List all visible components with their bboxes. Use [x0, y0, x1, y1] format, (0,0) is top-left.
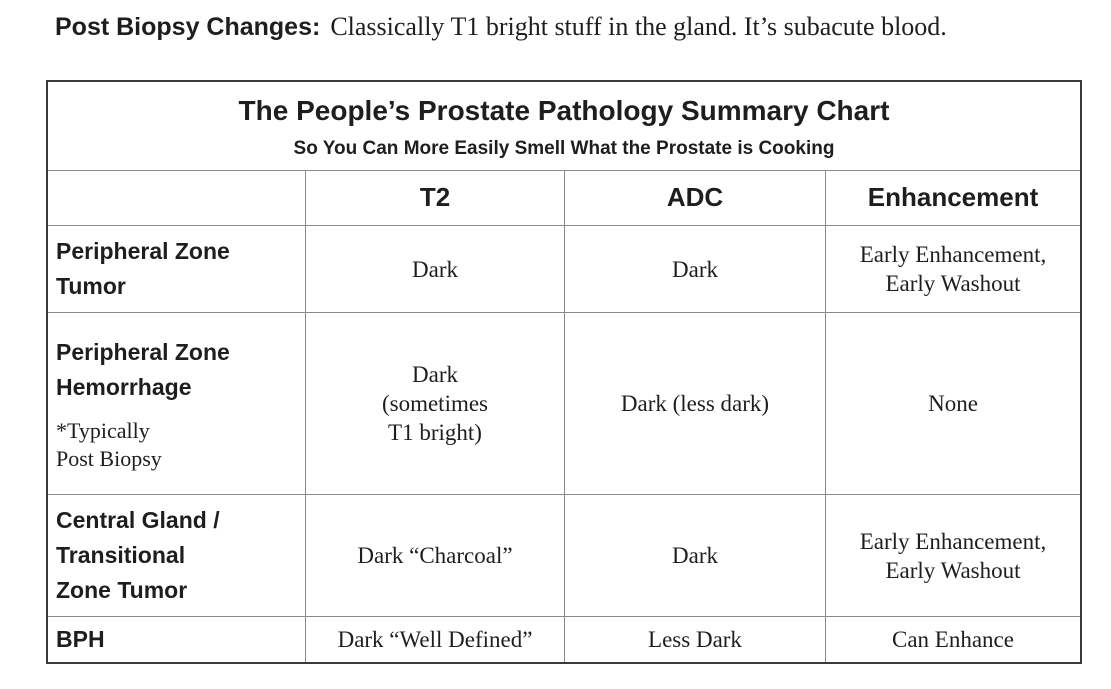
- row-label: BPH: [56, 626, 105, 652]
- cell-pz-hemorrhage-t2: Dark (sometimes T1 bright): [306, 313, 565, 495]
- chart-subtitle: So You Can More Easily Smell What the Pr…: [293, 138, 835, 159]
- row-header-bph: BPH: [48, 617, 306, 662]
- row-header-central-gland-tz-tumor: Central Gland / Transitional Zone Tumor: [48, 495, 306, 617]
- cell-bph-adc: Less Dark: [565, 617, 826, 662]
- row-header-peripheral-zone-tumor: Peripheral Zone Tumor: [48, 226, 306, 313]
- chart-header: The People’s Prostate Pathology Summary …: [48, 82, 1080, 171]
- cell-bph-t2: Dark “Well Defined”: [306, 617, 565, 662]
- row-label: Peripheral Zone Tumor: [56, 238, 230, 299]
- summary-chart: The People’s Prostate Pathology Summary …: [46, 80, 1082, 664]
- cell-cg-tumor-t2: Dark “Charcoal”: [306, 495, 565, 617]
- row-note: *Typically Post Biopsy: [56, 417, 162, 471]
- column-header-adc: ADC: [565, 170, 826, 226]
- cell-cg-tumor-adc: Dark: [565, 495, 826, 617]
- row-header-peripheral-zone-hemorrhage: Peripheral Zone Hemorrhage *Typically Po…: [48, 313, 306, 495]
- cell-cg-tumor-enhancement: Early Enhancement, Early Washout: [826, 495, 1080, 617]
- row-label: Peripheral Zone Hemorrhage: [56, 338, 230, 400]
- cell-pz-tumor-t2: Dark: [306, 226, 565, 313]
- chart-title: The People’s Prostate Pathology Summary …: [238, 95, 890, 126]
- cell-pz-tumor-enhancement: Early Enhancement, Early Washout: [826, 226, 1080, 313]
- intro-text: Classically T1 bright stuff in the gland…: [330, 12, 947, 41]
- cell-pz-tumor-adc: Dark: [565, 226, 826, 313]
- intro-label: Post Biopsy Changes:: [55, 13, 321, 41]
- intro-line: Post Biopsy Changes: Classically T1 brigh…: [55, 12, 947, 42]
- header-corner-cell: [48, 170, 306, 226]
- column-header-enhancement: Enhancement: [826, 170, 1080, 226]
- cell-bph-enhancement: Can Enhance: [892, 627, 1014, 652]
- row-label: Central Gland / Transitional Zone Tumor: [56, 507, 220, 603]
- cell-pz-hemorrhage-enhancement: None: [826, 313, 1080, 495]
- cell-pz-hemorrhage-adc: Dark (less dark): [565, 313, 826, 495]
- column-header-t2: T2: [306, 170, 565, 226]
